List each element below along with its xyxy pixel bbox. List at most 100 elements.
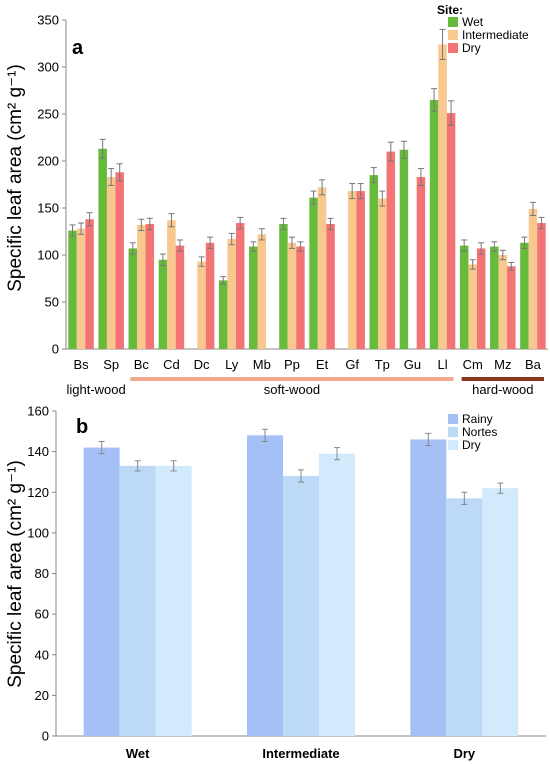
chart-b-legend-label-rainy: Rainy: [462, 412, 493, 426]
chart-b-panel-label: b: [76, 416, 88, 438]
chart-a-y-axis-label: Specific leaf area (cm² g⁻¹): [5, 64, 26, 292]
chart-a-error-bar-cd-dry: [176, 239, 183, 252]
chart-a-bar-dc-dry: [205, 242, 215, 349]
chart-a-bar-cm-dry: [476, 248, 486, 349]
chart-a-bar-mz-wet: [490, 246, 499, 349]
chart-a-bar-cd-dry: [175, 245, 185, 349]
chart-a-bar-tp-wet: [369, 175, 379, 349]
chart-a-panel-label: a: [72, 37, 84, 59]
chart-a-error-bar-dc-dry: [207, 236, 214, 249]
chart-a-x-tick-label: Ll: [438, 357, 448, 372]
chart-a-y-tick-label: 50: [45, 295, 59, 310]
chart-a-bar-ba-wet: [520, 242, 529, 349]
chart-a-x-tick-label: Et: [316, 357, 329, 372]
chart-a-bar-mb-intermediate: [257, 234, 267, 349]
chart-a-legend-swatch-wet: [448, 17, 458, 27]
chart-b-y-tick-label: 120: [27, 485, 49, 500]
chart-a-error-bar-mb-wet: [250, 241, 257, 252]
chart-a-bar-bs-wet: [68, 230, 77, 349]
chart-a-error-bar-dc-intermediate: [198, 256, 205, 267]
chart-a-group-bar-hard-wood: [461, 377, 544, 381]
chart-a-error-bar-tp-intermediate: [379, 190, 386, 207]
chart-a-bar-sp-intermediate: [106, 176, 116, 349]
chart-a-bar-ly-dry: [235, 223, 245, 349]
chart-a-bar-ll-wet: [429, 99, 439, 350]
chart-a-y-tick-label: 350: [37, 13, 59, 28]
chart-b-y-tick-label: 80: [35, 566, 49, 581]
chart-b-error-bar-wet-dry: [170, 460, 177, 472]
chart-a-error-bar-bc-wet: [129, 242, 136, 255]
chart-a: a Specific leaf area (cm² g⁻¹) 0 50 100 150…: [5, 3, 548, 397]
chart-a-bar-et-intermediate: [317, 187, 327, 349]
chart-a-error-bar-tp-dry: [387, 141, 394, 162]
chart-b-legend-label-dry: Dry: [462, 438, 481, 452]
chart-a-error-bar-cd-wet: [159, 253, 166, 266]
chart-a-error-bar-sp-intermediate: [108, 168, 115, 186]
chart-a-error-bar-gu-dry: [417, 168, 424, 186]
chart-a-y-tick-label: 100: [37, 248, 59, 263]
chart-a-bar-ba-intermediate: [528, 208, 538, 349]
chart-a-bar-tp-intermediate: [378, 198, 387, 349]
chart-a-error-bar-sp-dry: [116, 163, 123, 182]
chart-a-bar-pp-wet: [279, 223, 288, 349]
chart-a-error-bar-bc-dry: [146, 217, 153, 231]
chart-a-x-tick-label: Bs: [73, 357, 89, 372]
chart-b-bar-wet-dry: [155, 465, 192, 736]
chart-a-bar-gu-wet: [399, 149, 409, 349]
chart-a-bar-ly-wet: [218, 280, 228, 349]
chart-a-x-tick-label: Pp: [284, 357, 300, 372]
chart-b-bars: [83, 428, 519, 736]
chart-a-error-bar-sp-wet: [99, 138, 106, 159]
chart-b-y-tick-label: 40: [35, 647, 49, 662]
chart-a-group-label-hard-wood: hard-wood: [472, 382, 533, 397]
chart-a-error-bar-bc-intermediate: [138, 218, 145, 232]
chart-b-error-bar-intermediate-dry: [334, 447, 340, 461]
chart-a-wood-groups: light-wood soft-wood hard-wood: [66, 377, 544, 397]
chart-a-legend-label-dry: Dry: [462, 41, 481, 55]
chart-a-x-tick-label: Cm: [463, 357, 483, 372]
chart-b-y-tick-label: 20: [35, 688, 49, 703]
chart-a-bar-dc-intermediate: [197, 261, 206, 349]
chart-a-bar-cm-wet: [459, 245, 469, 349]
chart-a-y-tick-label: 150: [37, 201, 59, 216]
chart-b-y-tick-label: 0: [42, 729, 49, 744]
chart-a-error-bar-ba-wet: [521, 236, 528, 249]
chart-a-bar-gf-intermediate: [347, 191, 357, 349]
chart-a-x-tick-label: Sp: [103, 357, 119, 372]
chart-b-bar-intermediate-dry: [319, 453, 355, 736]
chart-a-legend-swatch-intermediate: [448, 30, 458, 40]
chart-a-y-tick-label: 250: [37, 107, 59, 122]
chart-b-y-axis: 0 20 40 60 80 100 120 140 160: [27, 404, 546, 744]
chart-b-y-tick-label: 100: [27, 525, 49, 540]
chart-a-error-bar-bs-wet: [69, 224, 76, 237]
chart-b-y-tick-label: 160: [27, 404, 49, 419]
chart-b-legend-swatch-nortes: [448, 427, 458, 437]
chart-a-error-bar-pp-dry: [297, 241, 304, 252]
chart-a-group-label-light-wood: light-wood: [66, 382, 125, 397]
chart-a-bar-cd-intermediate: [167, 220, 176, 349]
chart-a-error-bar-cm-dry: [478, 242, 485, 255]
chart-a-legend-label-wet: Wet: [462, 15, 484, 29]
chart-a-bar-bc-wet: [128, 248, 138, 349]
chart-a-bar-sp-dry: [115, 172, 124, 349]
chart-a-x-tick-label: Gu: [404, 357, 421, 372]
chart-a-x-tick-label: Dc: [194, 357, 210, 372]
chart-a-x-tick-label: Mb: [253, 357, 271, 372]
chart-a-bar-cm-intermediate: [468, 264, 477, 349]
chart-a-error-bar-cd-intermediate: [168, 213, 175, 228]
chart-a-bar-bc-intermediate: [137, 224, 146, 349]
chart-a-bar-pp-intermediate: [287, 242, 297, 349]
chart-a-bar-bs-intermediate: [76, 228, 86, 349]
chart-a-error-bar-mz-wet: [491, 241, 498, 252]
chart-a-error-bar-et-dry: [327, 217, 334, 231]
chart-a-x-tick-label: Ba: [525, 357, 542, 372]
chart-a-x-tick-label: Bc: [134, 357, 150, 372]
chart-a-error-bar-et-wet: [310, 190, 317, 205]
chart-a-y-tick-label: 300: [37, 60, 59, 75]
chart-b-error-bar-intermediate-rainy: [262, 428, 268, 442]
chart-a-error-bar-gu-wet: [400, 140, 407, 159]
chart-a-error-bar-mb-intermediate: [258, 228, 265, 241]
chart-a-x-tick-label: Ly: [225, 357, 239, 372]
